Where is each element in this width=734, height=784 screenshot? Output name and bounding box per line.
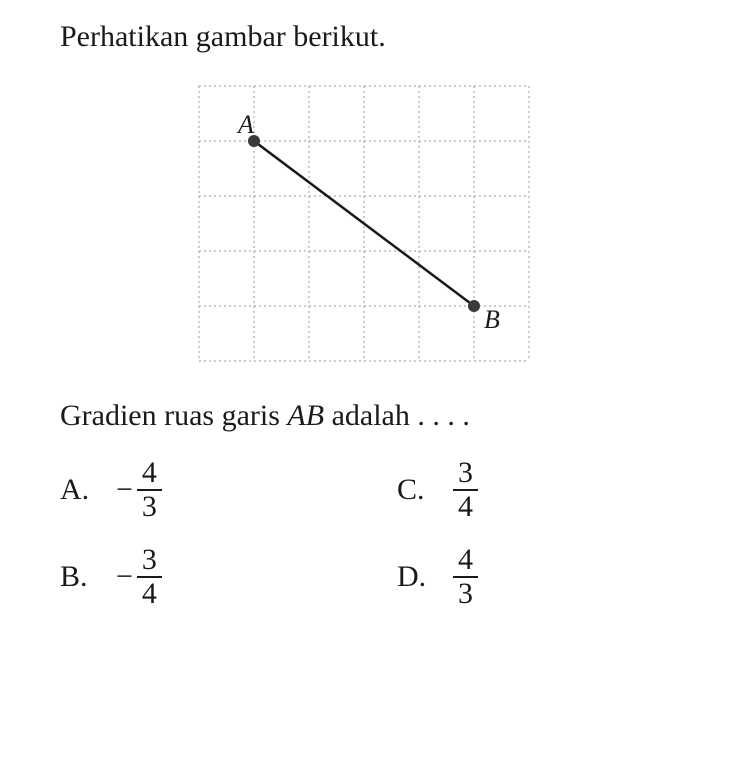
- answer-c-num: 3: [453, 457, 478, 489]
- answer-c-fraction: 3 4: [453, 457, 478, 522]
- grid-svg: AB: [197, 84, 531, 363]
- gradient-prefix: Gradien ruas garis: [60, 399, 287, 432]
- answer-b-num: 3: [137, 544, 162, 576]
- gradient-suffix: adalah . . . .: [324, 399, 470, 432]
- answer-a-fraction: 4 3: [137, 457, 162, 522]
- answer-d: D. 4 3: [397, 544, 704, 609]
- gradient-var: AB: [287, 399, 324, 432]
- answer-a-num: 4: [137, 457, 162, 489]
- answer-d-value: 4 3: [453, 544, 478, 609]
- answer-b-den: 4: [137, 578, 162, 610]
- answer-a-label: A.: [60, 473, 94, 507]
- answer-a-value: − 4 3: [116, 457, 162, 522]
- answer-b-fraction: 3 4: [137, 544, 162, 609]
- answer-c: C. 3 4: [397, 457, 704, 522]
- question-prompt: Perhatikan gambar berikut.: [60, 20, 704, 54]
- answer-c-value: 3 4: [453, 457, 478, 522]
- answer-d-den: 3: [453, 578, 478, 610]
- answer-a-den: 3: [137, 491, 162, 523]
- answer-a: A. − 4 3: [60, 457, 367, 522]
- answer-c-den: 4: [453, 491, 478, 523]
- answer-a-sign: −: [116, 473, 133, 507]
- answer-grid: A. − 4 3 C. 3 4 B. − 3 4: [60, 457, 704, 609]
- svg-text:A: A: [236, 110, 254, 139]
- answer-b: B. − 3 4: [60, 544, 367, 609]
- answer-c-label: C.: [397, 473, 431, 507]
- answer-d-fraction: 4 3: [453, 544, 478, 609]
- answer-b-label: B.: [60, 560, 94, 594]
- svg-text:B: B: [484, 305, 500, 334]
- answer-b-sign: −: [116, 560, 133, 594]
- gradient-question: Gradien ruas garis AB adalah . . . .: [60, 399, 704, 433]
- answer-b-value: − 3 4: [116, 544, 162, 609]
- answer-d-label: D.: [397, 560, 431, 594]
- answer-d-num: 4: [453, 544, 478, 576]
- diagram-grid: AB: [197, 84, 537, 364]
